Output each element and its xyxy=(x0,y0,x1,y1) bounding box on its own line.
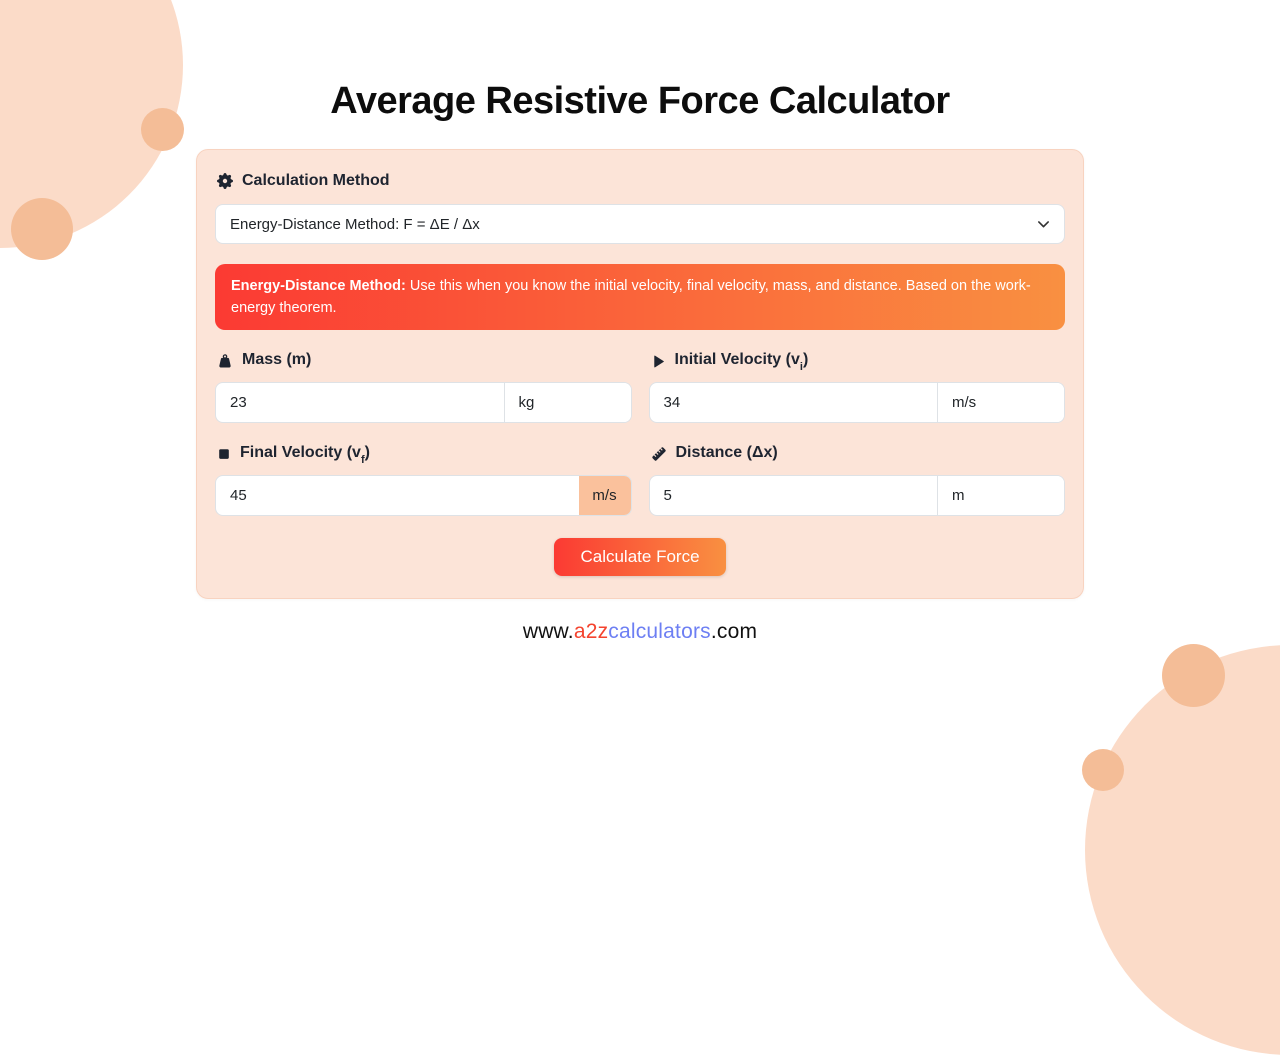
info-box-text: Use this when you know the initial veloc… xyxy=(231,278,1031,317)
gear-icon xyxy=(217,173,233,189)
distance-unit-wrap: m xyxy=(937,476,1064,516)
field-final-velocity: Final Velocity (vf) m/s xyxy=(215,444,632,517)
site-footer: www.a2zcalculators.com xyxy=(196,620,1084,644)
final-velocity-input-group: m/s xyxy=(215,475,632,517)
footer-brand-calculators: calculators xyxy=(608,620,711,644)
decor-circle-bottom-right-large xyxy=(1085,645,1280,1055)
calculation-method-heading: Calculation Method xyxy=(217,172,1065,190)
distance-unit-select[interactable]: m xyxy=(938,476,1064,516)
ruler-icon xyxy=(651,446,667,462)
final-velocity-unit-addon: m/s xyxy=(578,476,631,516)
fields-grid: Mass (m) kg xyxy=(215,351,1066,517)
initial-velocity-label: Initial Velocity (vi) xyxy=(651,351,1066,373)
final-velocity-label: Final Velocity (vf) xyxy=(217,444,632,466)
distance-input-group: m xyxy=(648,475,1065,517)
page-title: Average Resistive Force Calculator xyxy=(330,80,950,122)
field-distance: Distance (Δx) m xyxy=(648,444,1066,517)
field-mass: Mass (m) kg xyxy=(215,351,632,424)
field-initial-velocity: Initial Velocity (vi) m/s xyxy=(648,351,1066,424)
calculation-method-select[interactable]: Energy-Distance Method: F = ΔE / Δx xyxy=(215,204,1065,244)
calculator-card: Calculation Method Energy-Distance Metho… xyxy=(196,149,1084,600)
mass-input[interactable] xyxy=(216,383,504,423)
calculate-force-button[interactable]: Calculate Force xyxy=(554,538,726,577)
decor-circle-bottom-right-small xyxy=(1082,749,1124,791)
final-velocity-input[interactable] xyxy=(216,476,579,516)
distance-label: Distance (Δx) xyxy=(651,444,1066,464)
initial-velocity-unit-wrap: m/s xyxy=(937,383,1064,423)
initial-velocity-unit-select[interactable]: m/s xyxy=(938,383,1064,423)
stop-icon xyxy=(217,447,231,461)
decor-circle-top-left-small xyxy=(141,108,184,151)
mass-unit-wrap: kg xyxy=(503,383,631,423)
distance-input[interactable] xyxy=(649,476,937,516)
mass-unit-select[interactable]: kg xyxy=(504,383,631,423)
initial-velocity-input[interactable] xyxy=(649,383,937,423)
weight-icon xyxy=(217,353,233,369)
decor-circle-bottom-right-medium xyxy=(1162,644,1225,707)
calculation-method-label: Calculation Method xyxy=(242,172,390,189)
footer-brand-a2z: a2z xyxy=(573,620,609,644)
info-box-title: Energy-Distance Method: xyxy=(231,278,406,294)
method-info-box: Energy-Distance Method: Use this when yo… xyxy=(215,264,1065,331)
mass-label: Mass (m) xyxy=(217,351,632,371)
method-select-wrap: Energy-Distance Method: F = ΔE / Δx xyxy=(215,204,1065,244)
mass-input-group: kg xyxy=(215,382,632,424)
footer-www: www. xyxy=(522,620,574,644)
decor-circle-top-left-medium xyxy=(11,198,73,260)
footer-com: .com xyxy=(710,620,758,644)
initial-velocity-input-group: m/s xyxy=(648,382,1065,424)
play-icon xyxy=(651,354,666,369)
